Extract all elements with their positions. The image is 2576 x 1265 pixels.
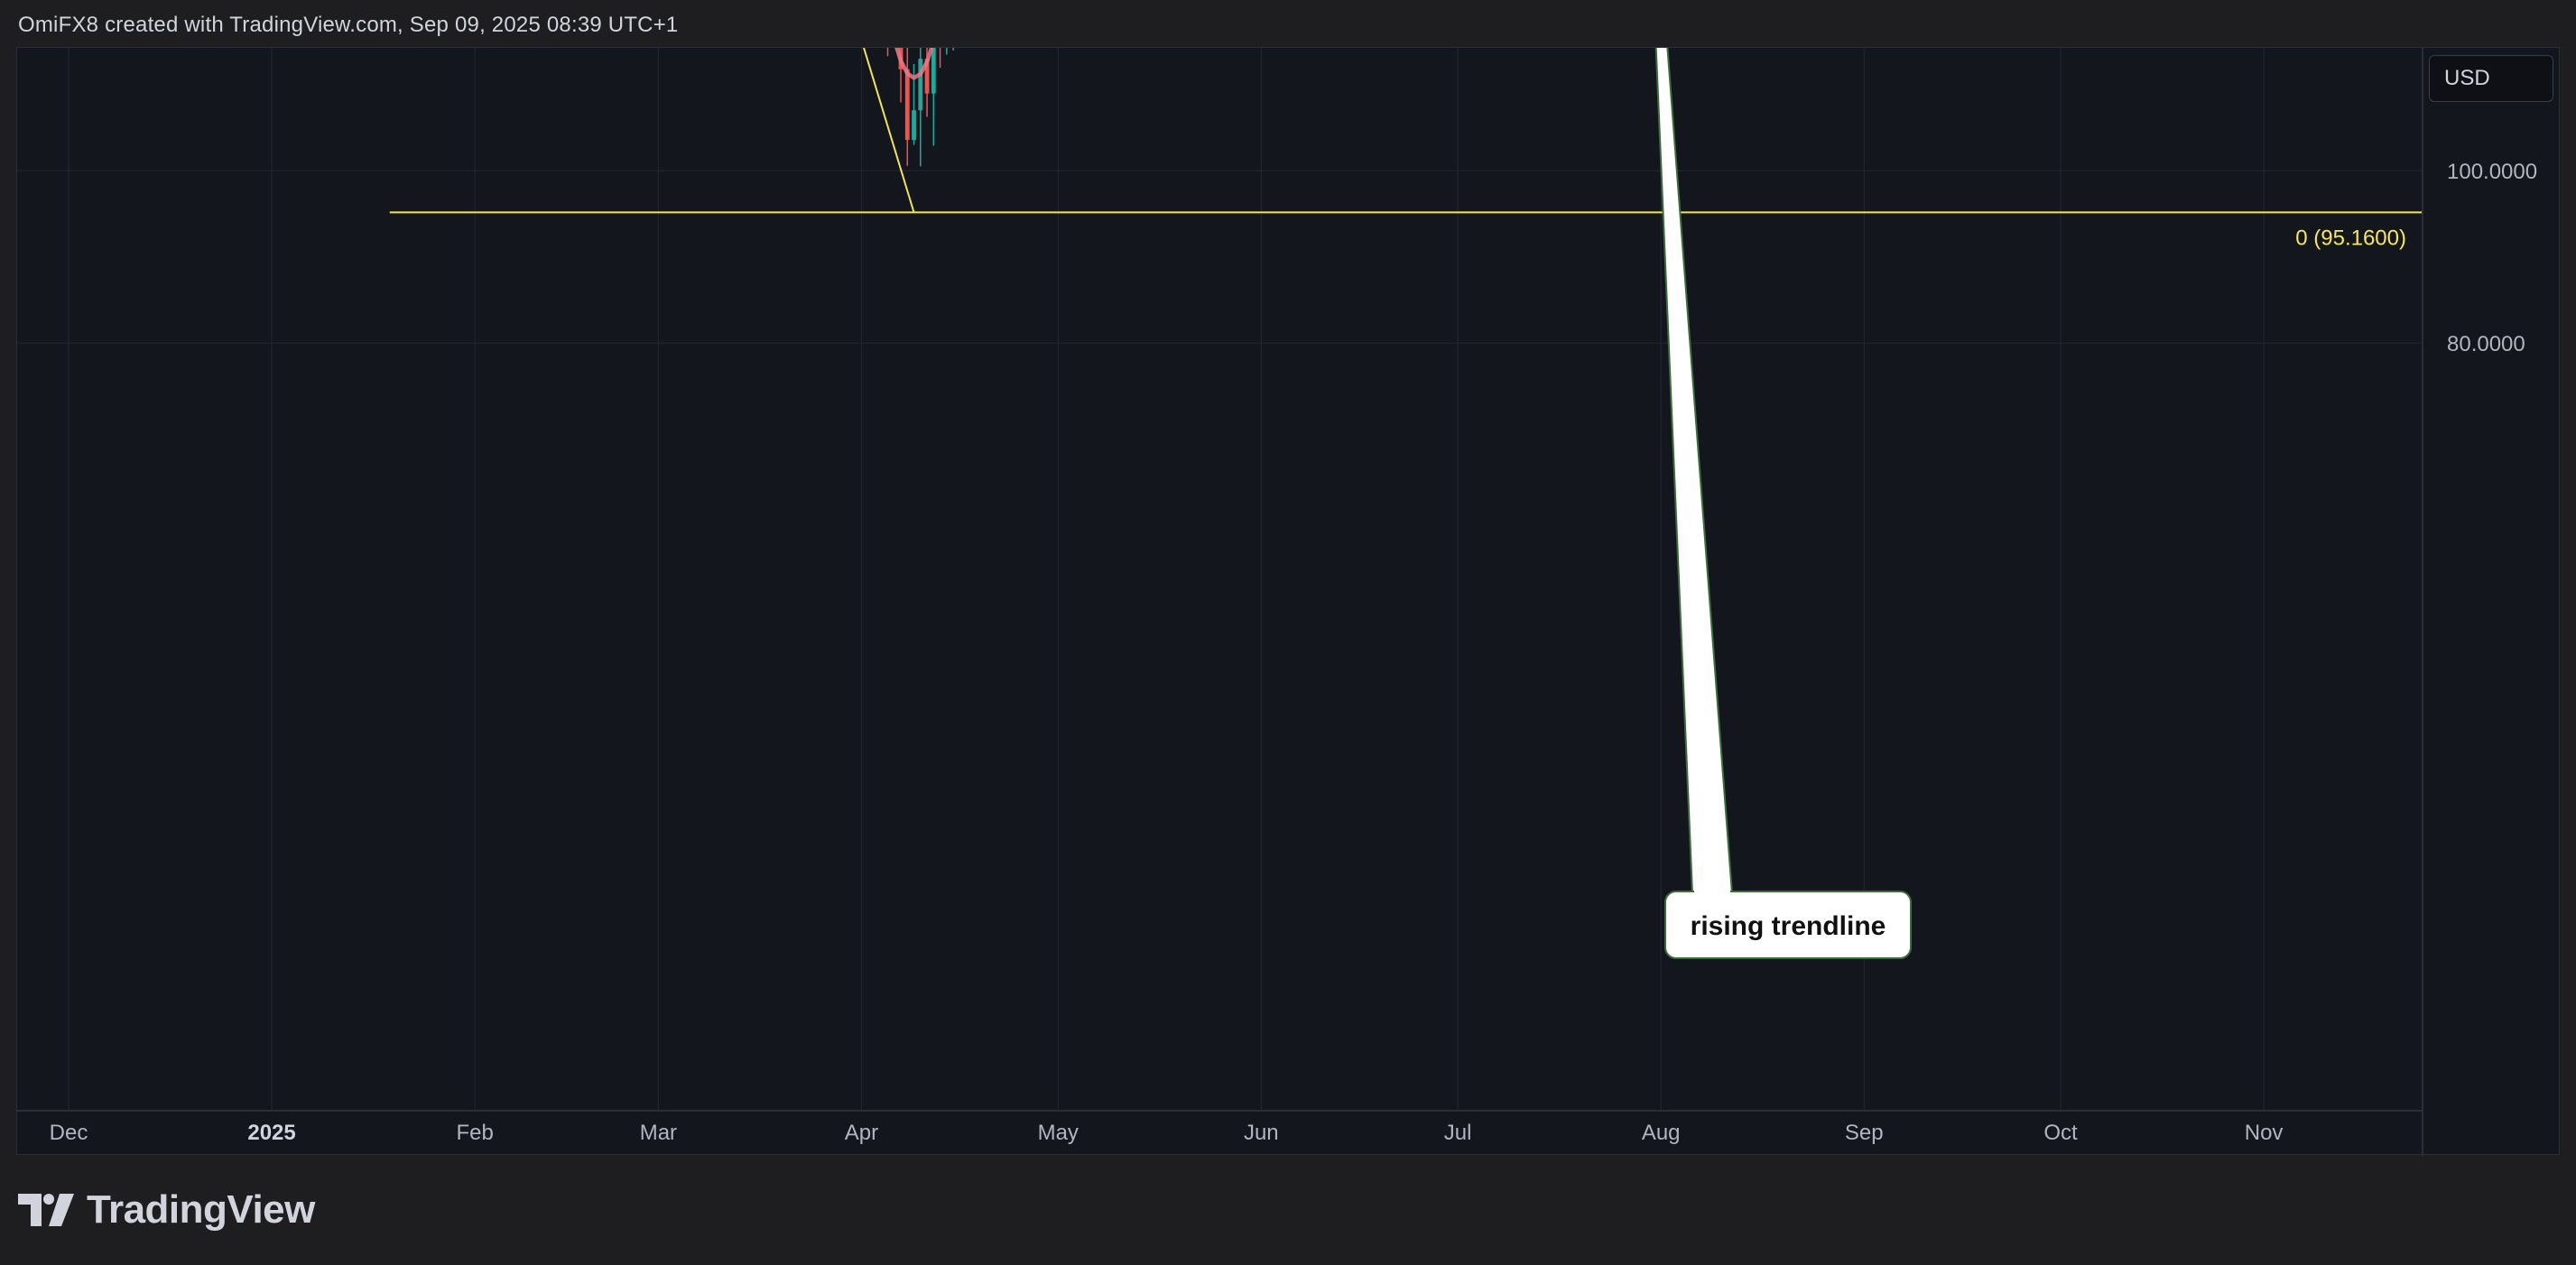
price-axis[interactable]: 300.0000280.0000260.0000240.0000220.0000… xyxy=(2447,48,2537,356)
x-tick-label: Sep xyxy=(1845,1121,1884,1145)
x-tick-label: 2025 xyxy=(247,1121,295,1145)
callout-box[interactable] xyxy=(1664,891,1912,959)
tradingview-logo: TradingView xyxy=(18,1187,315,1233)
callout-joint xyxy=(1694,887,1730,896)
x-tick-label: May xyxy=(1038,1121,1079,1145)
candle-body xyxy=(918,59,923,111)
y-tick-label: 100.0000 xyxy=(2447,160,2537,184)
fibonacci-retracement[interactable]: 1 (295.0000)0.786 (252.2342)0.618 (218.6… xyxy=(389,48,2423,250)
short-moving-average xyxy=(894,48,934,80)
fib-level-label: 0 (95.1600) xyxy=(2295,226,2406,250)
currency-selector[interactable]: USD xyxy=(2429,55,2553,102)
x-tick-label: Jul xyxy=(1444,1121,1472,1145)
x-tick-label: Feb xyxy=(456,1121,493,1145)
grid xyxy=(17,48,2423,1111)
candlesticks xyxy=(886,48,954,167)
price-chart[interactable]: 1 (295.0000)0.786 (252.2342)0.618 (218.6… xyxy=(17,48,2561,1156)
callout-text: rising trendline xyxy=(1691,911,1886,941)
x-tick-label: Oct xyxy=(2043,1121,2078,1145)
tradingview-logo-icon xyxy=(18,1194,74,1226)
callout-pointer xyxy=(1654,48,1734,894)
x-tick-label: Apr xyxy=(845,1121,878,1145)
x-tick-label: Nov xyxy=(2245,1121,2284,1145)
x-tick-label: Dec xyxy=(50,1121,88,1145)
x-tick-label: Jun xyxy=(1244,1121,1279,1145)
x-tick-label: Aug xyxy=(1642,1121,1681,1145)
chart-credit: OmiFX8 created with TradingView.com, Sep… xyxy=(18,13,679,37)
fib-trend-line[interactable] xyxy=(390,48,915,213)
chart-area[interactable]: 1 (295.0000)0.786 (252.2342)0.618 (218.6… xyxy=(16,47,2561,1156)
time-axis[interactable]: Dec 2025 Feb Mar Apr May Jun Jul Aug Sep Oct Nov xyxy=(50,1121,2284,1145)
tradingview-logo-text: TradingView xyxy=(87,1187,315,1232)
candle-body xyxy=(912,110,916,141)
y-tick-label: 80.0000 xyxy=(2447,332,2525,356)
candle-body xyxy=(924,59,930,94)
x-tick-label: Mar xyxy=(640,1121,677,1145)
candle-body xyxy=(904,69,910,141)
annotation-layer[interactable]: rising trendline xyxy=(1641,48,1912,959)
candle-body xyxy=(931,48,936,94)
